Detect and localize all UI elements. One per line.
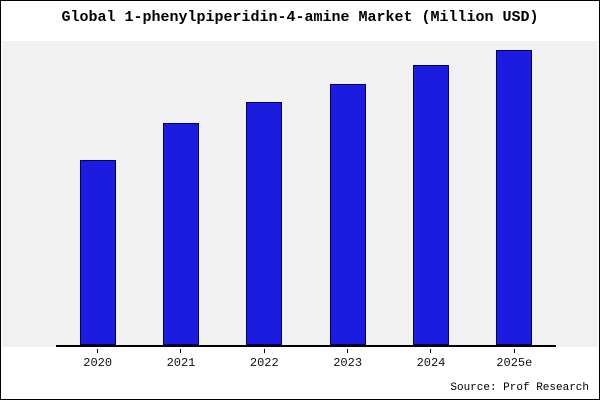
x-axis-label: 2024: [416, 356, 446, 370]
bar-slot: [473, 41, 556, 345]
x-axis-label: 2021: [166, 356, 196, 370]
x-axis-slot: 2023: [306, 349, 389, 373]
axis-tick: [180, 349, 182, 353]
x-axis-slot: 2025e: [473, 349, 556, 373]
bar-2021: [162, 123, 199, 345]
axis-tick: [97, 349, 99, 353]
bar-slot: [139, 41, 222, 345]
axis-tick: [430, 349, 432, 353]
bar-2020: [79, 159, 116, 345]
x-axis-label: 2022: [249, 356, 279, 370]
bar-2024: [412, 65, 449, 345]
x-axis-slot: 2020: [56, 349, 139, 373]
x-axis-label: 2025e: [496, 356, 533, 370]
source-text: Source: Prof Research: [450, 382, 589, 394]
plot-area: [56, 41, 556, 347]
x-axis-label: 2020: [83, 356, 113, 370]
axis-tick: [263, 349, 265, 353]
bars-container: [56, 41, 556, 345]
bar-slot: [306, 41, 389, 345]
bar-2022: [246, 101, 283, 345]
bar-slot: [389, 41, 472, 345]
x-axis-label: 2023: [333, 356, 363, 370]
x-axis: 2020 2021 2022 2023 2024 2025e: [56, 349, 556, 373]
bar-slot: [223, 41, 306, 345]
x-axis-slot: 2022: [223, 349, 306, 373]
axis-tick: [347, 349, 349, 353]
plot-band: [2, 41, 598, 347]
bar-2025e: [496, 50, 533, 345]
x-axis-slot: 2021: [139, 349, 222, 373]
x-axis-slot: 2024: [389, 349, 472, 373]
bar-2023: [329, 83, 366, 345]
axis-tick: [513, 349, 515, 353]
chart-title: Global 1-phenylpiperidin-4-amine Market …: [61, 9, 539, 26]
bar-slot: [56, 41, 139, 345]
